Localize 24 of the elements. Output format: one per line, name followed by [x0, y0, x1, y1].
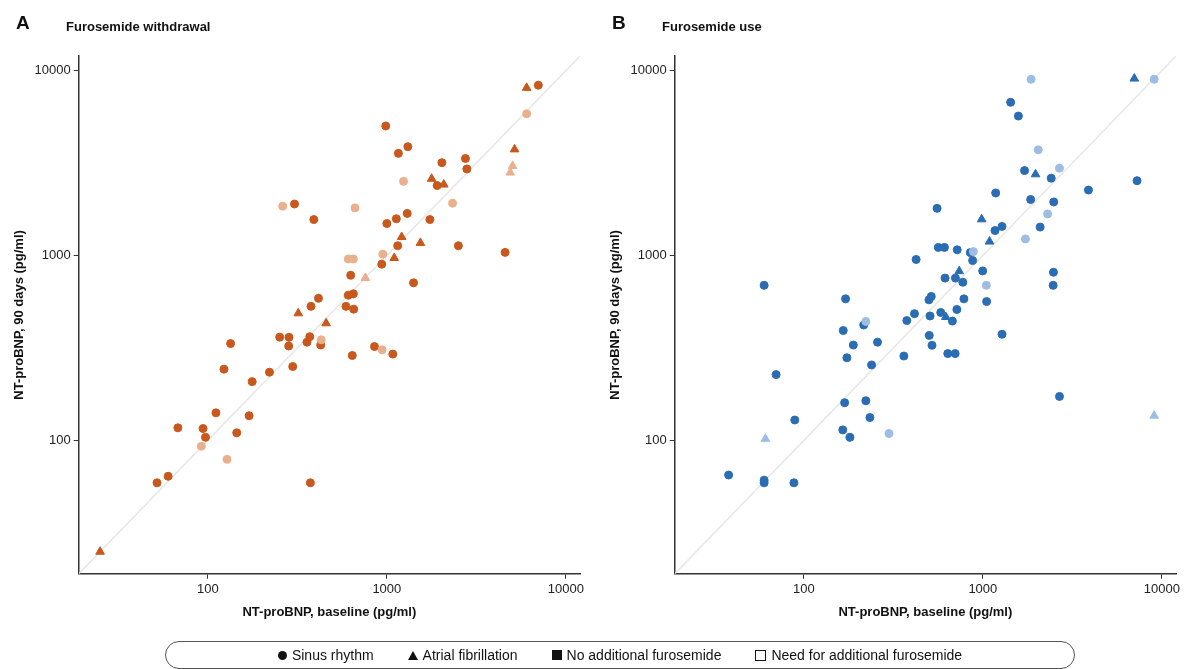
x-tick-label: 10000 [1143, 581, 1180, 597]
x-tick-label: 100 [196, 581, 219, 597]
text: B [612, 12, 626, 34]
x-tick-label: 1000 [968, 581, 998, 597]
x-tick-label: 100 [792, 581, 815, 597]
text: A [16, 12, 30, 34]
y-axis-title: NT-proBNP, 90 days (pg/ml) [11, 230, 27, 400]
y-tick-label: 10000 [630, 62, 667, 78]
y-axis-title: NT-proBNP, 90 days (pg/ml) [607, 230, 623, 400]
x-axis-title: NT-proBNP, baseline (pg/ml) [838, 603, 1013, 619]
y-tick-label: 100 [645, 432, 667, 448]
y-tick-label: 100 [49, 432, 71, 448]
text: Need for additional furosemide [771, 647, 963, 663]
x-axis-title: NT-proBNP, baseline (pg/ml) [242, 603, 417, 619]
text: Sinus rhythm [291, 647, 374, 663]
text: No additional furosemide [566, 647, 722, 663]
x-tick-label: 1000 [372, 581, 402, 597]
chart-title: Furosemide withdrawal [66, 19, 211, 34]
y-tick-label: 1000 [41, 247, 71, 263]
x-tick-label: 10000 [547, 581, 584, 597]
chart-title: Furosemide use [662, 19, 762, 34]
y-tick-label: 1000 [637, 247, 667, 263]
y-tick-label: 10000 [34, 62, 71, 78]
text: Atrial fibrillation [422, 647, 518, 663]
